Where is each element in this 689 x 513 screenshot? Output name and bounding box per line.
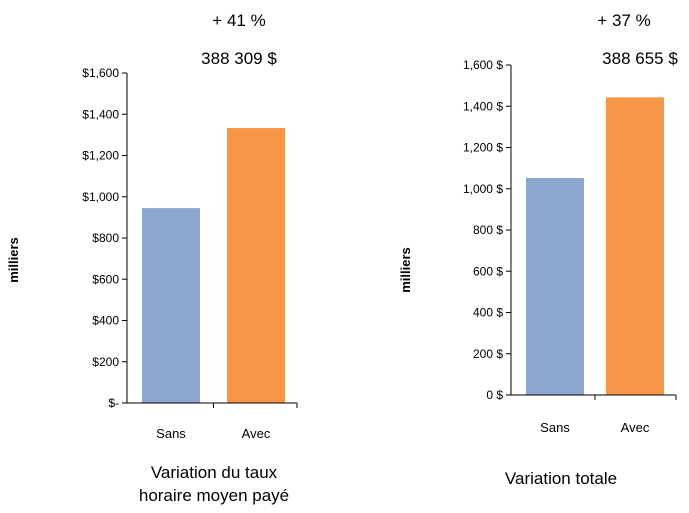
chart2-annotation-value: 388 655 $ [602,49,678,68]
chart2-y-axis-label: milliers [398,247,413,293]
chart2-y-tick-label: 1,400 $ [463,99,503,113]
chart2-y-tick-label: 1,000 $ [463,182,503,196]
chart2-bar-avec [606,97,664,395]
chart1-annotation-value: 388 309 $ [201,49,277,68]
chart1-y-tick-label: $1,000 [82,190,119,204]
chart1-x-tick-label: Avec [242,426,271,441]
chart2-x-tick-label: Avec [621,420,650,435]
chart1-bar-avec [227,128,285,403]
chart1-annotation-percent: + 41 % [212,11,265,30]
chart2-y-tick-label: 400 $ [473,306,503,320]
chart2-y-tick-label: 0 $ [486,388,503,402]
chart1-caption-line: horaire moyen payé [139,486,289,505]
chart1-x-tick-label: Sans [156,426,186,441]
chart1-y-tick-label: $400 [92,314,119,328]
chart1-bar-sans [142,208,200,403]
chart2-y-tick-label: 1,200 $ [463,141,503,155]
chart2-y-tick-label: 800 $ [473,223,503,237]
chart2-y-tick-label: 200 $ [473,347,503,361]
chart2-y-tick-label: 600 $ [473,264,503,278]
chart2-x-tick-label: Sans [540,420,570,435]
chart1-y-tick-label: $800 [92,231,119,245]
chart1-y-tick-label: $600 [92,272,119,286]
chart2-y-tick-label: 1,600 $ [463,58,503,72]
chart1-y-tick-label: $1,400 [82,107,119,121]
chart2-caption-line: Variation totale [505,469,617,488]
chart1-y-tick-label: $1,200 [82,149,119,163]
chart1-caption-line: Variation du taux [151,463,278,482]
chart2-bar-sans [526,178,584,395]
chart1-y-tick-label: $- [108,396,119,410]
chart1-y-tick-label: $1,600 [82,66,119,80]
chart1-y-tick-label: $200 [92,355,119,369]
chart1-y-axis-label: milliers [6,237,21,283]
chart2-annotation-percent: + 37 % [597,11,650,30]
